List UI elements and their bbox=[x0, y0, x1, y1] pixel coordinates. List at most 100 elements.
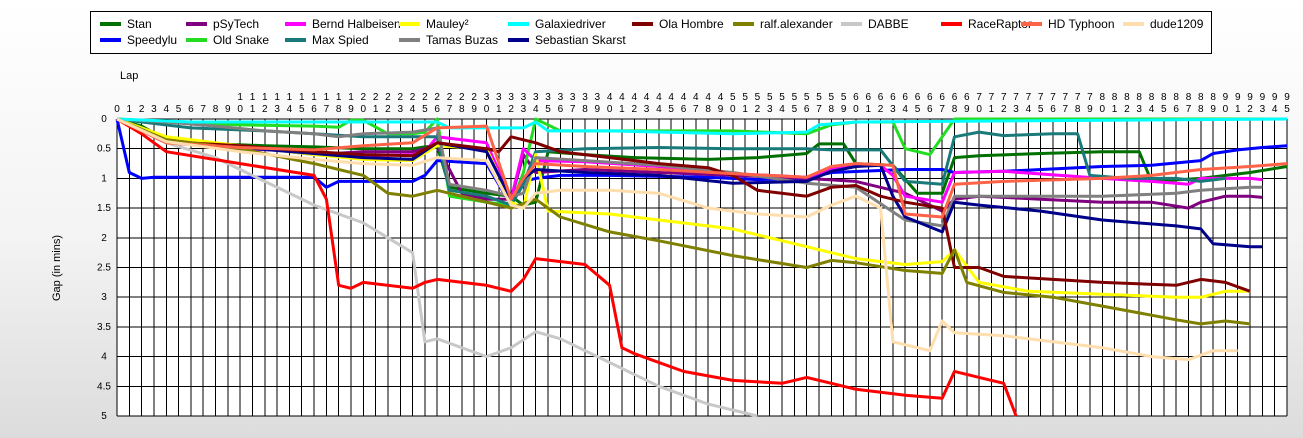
legend-entry: Bernd Halbeisen bbox=[312, 17, 401, 31]
series-line-stan bbox=[116, 117, 1288, 207]
legend-entry: DABBE bbox=[868, 17, 909, 31]
legend-entry: Galaxiedriver bbox=[535, 17, 606, 31]
y-tick-label: 4.5 bbox=[97, 381, 111, 392]
x-tick-label: 3 bbox=[151, 104, 157, 115]
legend-entry: Max Spied bbox=[312, 33, 369, 47]
legend-entry: Mauley² bbox=[426, 17, 469, 31]
series-line-dabbe bbox=[116, 117, 758, 418]
legend-entry: Tamas Buzas bbox=[426, 33, 498, 47]
x-tick-label: 6 bbox=[188, 104, 194, 115]
legend-entry: ralf.alexander bbox=[760, 17, 833, 31]
series-line-raceraptor bbox=[116, 117, 1018, 417]
y-tick-label: 2 bbox=[101, 233, 107, 244]
x-tick-label: 9 bbox=[225, 104, 231, 115]
legend-entry: Ola Hombre bbox=[659, 17, 724, 31]
series-line-dude1209 bbox=[116, 117, 1238, 362]
y-tick-label: 5 bbox=[101, 411, 107, 422]
x-tick-label: 2 bbox=[139, 104, 145, 115]
x-axis-label: Lap bbox=[120, 70, 138, 82]
series-layer bbox=[115, 117, 1288, 418]
x-tick-label: 4 bbox=[163, 104, 169, 115]
x-tick-label: 0 bbox=[114, 104, 120, 115]
legend: Stan Speedylu pSyTech Old Snake Bernd Halbei… bbox=[90, 11, 1212, 54]
y-tick-label: 0 bbox=[101, 114, 107, 125]
y-axis-label: Gap (in mins) bbox=[51, 235, 63, 301]
x-tick-label: 7 bbox=[200, 104, 206, 115]
legend-entry: Stan bbox=[127, 17, 152, 31]
x-axis-ticks: 0 1 2 3 4 5 6 7 8 91 01 11 21 31 41 51 61 71 81 92 02 12 22 32 4… bbox=[114, 92, 1290, 115]
y-tick-label: 3.5 bbox=[97, 322, 111, 333]
legend-entry: Speedylu bbox=[127, 33, 177, 47]
y-tick-label: 2.5 bbox=[97, 263, 111, 274]
legend-entry: pSyTech bbox=[213, 17, 259, 31]
y-tick-label: 1 bbox=[101, 173, 107, 184]
y-tick-label: 1.5 bbox=[97, 203, 111, 214]
legend-entry: HD Typhoon bbox=[1048, 17, 1115, 31]
y-tick-label: 3 bbox=[101, 292, 107, 303]
series-line-sebastian-skarst bbox=[116, 117, 1263, 249]
y-axis-ticks: 0 0.5 1 1.5 2 2.5 3 3.5 4 4.5 5 bbox=[97, 114, 111, 422]
series-line-galaxiedriver bbox=[116, 117, 1288, 136]
y-tick-label: 4 bbox=[101, 352, 107, 363]
series-line-tamas-buzas bbox=[116, 117, 1263, 228]
